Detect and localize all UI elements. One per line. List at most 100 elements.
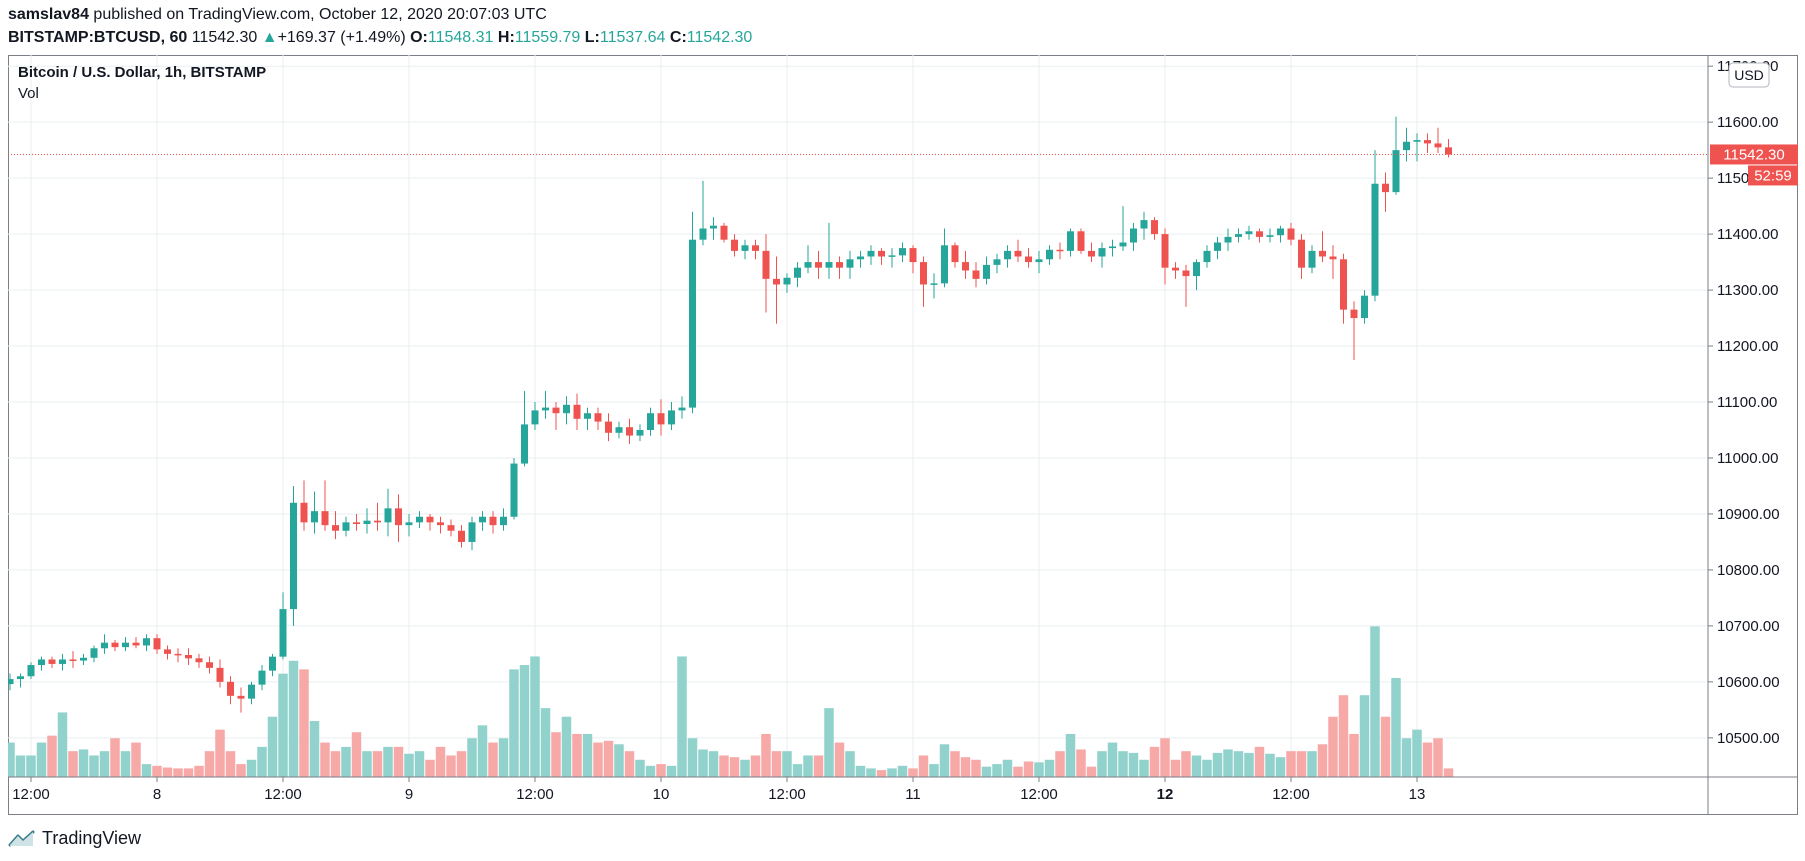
candle-body xyxy=(972,270,980,279)
candle-body xyxy=(531,410,539,425)
volume-bar xyxy=(1160,738,1170,777)
volume-bar xyxy=(614,744,624,777)
time-tick-label: 11 xyxy=(905,786,921,803)
volume-bar xyxy=(351,732,362,777)
price-tick-label: 11400.00 xyxy=(1717,226,1778,243)
author-name[interactable]: samslav84 xyxy=(8,6,89,23)
volume-bar xyxy=(1097,751,1107,777)
time-axis: 12:00 8 12:00 9 12:00 10 12:00 11 12:00 12 12:00 13 xyxy=(12,777,1425,803)
volume-bar xyxy=(173,768,183,777)
candle-body xyxy=(1413,140,1421,142)
candle-body xyxy=(668,410,675,425)
volume-bar xyxy=(1107,742,1118,777)
high-label: H: xyxy=(497,29,515,46)
candle-body xyxy=(993,259,1001,265)
candle-body xyxy=(143,638,150,646)
volume-bar xyxy=(1086,766,1097,777)
ohlc-header: BITSTAMP:BTCUSD, 60 11542.30 ▲+169.37 (+… xyxy=(8,29,752,47)
price-chart[interactable]: 10500.00 10600.00 10700.00 10800.00 10900.00… xyxy=(8,55,1798,815)
volume-bar xyxy=(425,759,435,777)
candle-body xyxy=(1004,250,1011,260)
candle-body xyxy=(353,522,360,525)
volume-bar xyxy=(887,768,897,777)
candle-body xyxy=(563,404,570,414)
candle-body xyxy=(1245,231,1253,235)
tradingview-logo-icon xyxy=(8,830,35,846)
price-tick-label: 10800.00 xyxy=(1717,562,1780,579)
candle-body xyxy=(573,404,581,419)
candle-body xyxy=(59,659,66,664)
volume-bar xyxy=(1139,759,1149,777)
volume-bar xyxy=(572,733,582,777)
volume-bar xyxy=(194,765,204,777)
candle-body xyxy=(920,262,927,285)
volume-bar xyxy=(152,765,162,777)
candle-body xyxy=(647,413,654,430)
candle-body xyxy=(941,245,948,284)
volume-bar xyxy=(1370,626,1380,777)
volume-bar xyxy=(257,746,267,777)
candle-body xyxy=(17,676,24,680)
brand-footer[interactable]: TradingView xyxy=(8,828,141,849)
candle-body xyxy=(38,659,45,666)
candle-body xyxy=(1056,249,1064,252)
candle-body xyxy=(1445,147,1452,155)
time-tick-label: 12:00 xyxy=(768,786,806,803)
volume-bar xyxy=(939,744,950,777)
candle-body xyxy=(962,262,969,271)
volume-bar xyxy=(1328,716,1338,777)
currency-button[interactable]: USD xyxy=(1728,62,1770,88)
volume-bar xyxy=(635,759,645,777)
candle-body xyxy=(615,427,623,433)
candle-body xyxy=(815,262,822,268)
candle-body xyxy=(720,225,728,240)
volume-label[interactable]: Vol xyxy=(18,85,39,102)
candle-body xyxy=(332,525,339,531)
currency-label: USD xyxy=(1734,67,1764,83)
volume-bar xyxy=(446,755,456,777)
volume-bar xyxy=(162,767,173,777)
candle-body xyxy=(1298,239,1305,268)
candle-body xyxy=(500,516,507,526)
volume-bar xyxy=(330,751,341,777)
candle-body xyxy=(710,225,717,229)
volume-bar xyxy=(1212,752,1223,777)
candle-body xyxy=(468,522,476,542)
price-tick-label: 11200.00 xyxy=(1717,338,1778,355)
candle-body xyxy=(689,239,696,408)
price-tick-label: 11100.00 xyxy=(1717,394,1777,411)
volume-bar xyxy=(1002,759,1013,777)
candle-body xyxy=(794,267,801,278)
candle-body xyxy=(510,463,518,517)
volume-bar xyxy=(792,764,803,777)
volume-bar xyxy=(855,765,866,777)
volume-bar xyxy=(761,733,771,777)
volume-bar xyxy=(1422,742,1433,777)
countdown-value: 52:59 xyxy=(1754,167,1792,184)
volume-bar xyxy=(771,751,782,777)
volume-bar xyxy=(593,742,603,777)
candle-body xyxy=(437,522,444,526)
candle-body xyxy=(584,413,591,419)
volume-bar xyxy=(57,712,68,777)
volume-bar xyxy=(1254,746,1265,777)
candle-body xyxy=(374,520,381,523)
candle-body xyxy=(1266,235,1274,237)
volume-bar xyxy=(99,751,110,777)
chart-title: Bitcoin / U.S. Dollar, 1h, BITSTAMP xyxy=(18,64,266,81)
candle-body xyxy=(8,679,14,685)
volume-bar xyxy=(435,746,446,777)
volume-bar xyxy=(918,755,929,777)
volume-bar xyxy=(1076,749,1086,777)
volume-bar xyxy=(1149,746,1160,777)
volume-bar xyxy=(1359,695,1370,777)
candle-body xyxy=(1256,231,1263,237)
volume-bar xyxy=(908,768,918,777)
volume-bar xyxy=(992,764,1002,777)
candle-body xyxy=(1382,183,1389,193)
volume-bar xyxy=(540,708,551,777)
volume-bar xyxy=(971,759,981,777)
candle-body xyxy=(857,256,864,260)
publish-info: samslav84 published on TradingView.com, … xyxy=(8,6,547,24)
candle-body xyxy=(321,511,329,526)
